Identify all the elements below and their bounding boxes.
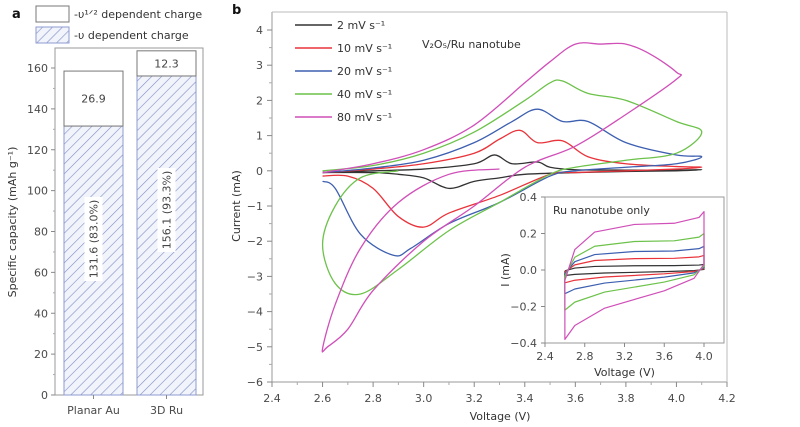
inset-y-axis-title: I (mA) (499, 253, 512, 287)
y-tick-label: 60 (34, 266, 48, 279)
y-tick-label: 120 (27, 144, 48, 157)
legend-label: 2 mV s⁻¹ (337, 19, 385, 32)
cv-curve-2-mv (322, 154, 703, 190)
y-tick-label: 1 (256, 130, 263, 143)
x-tick-label: 3.0 (415, 392, 433, 405)
bar-label-background (157, 167, 176, 252)
inset-x-tick-label: 3.2 (616, 350, 634, 363)
y-tick-label: −2 (247, 235, 263, 248)
panel-b-series (321, 42, 703, 353)
y-tick-label: 160 (27, 62, 48, 75)
y-tick-label: 140 (27, 103, 48, 116)
inset-y-tick-label: 0.4 (520, 191, 538, 204)
x-category-label: Planar Au (67, 404, 120, 417)
inset-x-axis-title: Voltage (V) (594, 366, 655, 379)
x-tick-label: 2.8 (364, 392, 382, 405)
panel-b-annotation: V₂O₅/Ru nanotube (422, 38, 521, 51)
y-tick-label: 100 (27, 185, 48, 198)
cv-curve-20-mv (322, 108, 703, 257)
panel-b-y-axis-title: Current (mA) (230, 170, 243, 242)
inset-y-tick-label: −0.4 (510, 337, 537, 350)
inset-cv-curve-80-mv (564, 211, 705, 340)
y-tick-label: −3 (247, 270, 263, 283)
cv-curve-10-mv (322, 129, 703, 228)
inset-y-tick-label: 0.0 (520, 264, 538, 277)
y-tick-label: −6 (247, 376, 263, 389)
legend-label: 10 mV s⁻¹ (337, 42, 392, 55)
inset-x-tick-label: 3.6 (656, 350, 674, 363)
legend-label: 20 mV s⁻¹ (337, 65, 392, 78)
panel-b-legend: 2 mV s⁻¹ 10 mV s⁻¹ 20 mV s⁻¹ 40 mV s⁻¹ 80 mV… (295, 19, 392, 124)
y-tick-label: −4 (247, 306, 263, 319)
x-tick-label: 4.0 (668, 392, 686, 405)
inset-frame (544, 196, 725, 344)
panel-a-bar-chart: a -υ¹ᐟ² dependent charge -υ dependent cha… (6, 5, 204, 417)
x-tick-label: 3.4 (516, 392, 534, 405)
inset-x-tick-label: 4.0 (695, 350, 713, 363)
y-tick-label: 40 (34, 307, 48, 320)
x-tick-label: 3.8 (617, 392, 635, 405)
inset-x-tick-label: 2.4 (536, 350, 554, 363)
y-tick-label: 3 (256, 59, 263, 72)
x-category-label: 3D Ru (150, 404, 183, 417)
x-tick-label: 2.6 (314, 392, 332, 405)
legend-swatch-hatched (35, 26, 70, 44)
bar-segment-3d-ru-sqrt-dependent (136, 50, 197, 77)
panel-a-bars: 26.9 131.6 (83.0%) Planar Au 12.3 156.1 (93.… (63, 50, 197, 417)
y-tick-label: 20 (34, 348, 48, 361)
legend-label: -υ dependent charge (74, 29, 189, 42)
y-tick-label: −1 (247, 200, 263, 213)
inset-x-tick-label: 2.8 (576, 350, 594, 363)
inset-y-tick-label: −0.2 (510, 301, 537, 314)
y-tick-label: 0 (41, 389, 48, 402)
inset-title: Ru nanotube only (553, 204, 650, 217)
panel-a-legend: -υ¹ᐟ² dependent charge -υ dependent charg… (35, 5, 202, 44)
panel-a-label: a (12, 7, 21, 22)
cv-curve-40-mv (321, 79, 703, 296)
panel-b-inset: −0.4 −0.2 0.0 0.2 0.4 2.4 2.8 3.2 3.6 4.0 Ru nanot… (499, 191, 725, 379)
panel-a-axes: 0 20 40 60 80 100 120 140 160 (27, 47, 204, 402)
bar-value-label: 156.1 (93.3%) (161, 171, 174, 250)
legend-label: 80 mV s⁻¹ (337, 111, 392, 124)
y-tick-label: 4 (256, 24, 263, 37)
panel-b-axes: −6 −5 −4 −3 −2 −1 0 1 2 3 4 2.4 2.6 2.8 3.0 3.2 3.4 3.6 3.… (247, 11, 736, 405)
bar-segment-planar-au-sqrt-dependent (63, 70, 124, 127)
panel-a-y-axis-title: Specific capacity (mAh g⁻¹) (6, 147, 19, 298)
x-tick-label: 3.6 (567, 392, 585, 405)
panel-b-line-chart: b −6 −5 −4 −3 −2 −1 0 1 2 3 4 2.4 2.6 2.8 3.0 3.2 3.4 3.6… (230, 3, 736, 423)
bar-label-background (84, 197, 103, 282)
cv-curve-80-mv (321, 42, 682, 353)
panel-a-frame (54, 47, 204, 396)
bar-value-label: 12.3 (154, 57, 179, 70)
bar-value-label: 26.9 (81, 93, 106, 106)
x-tick-label: 4.2 (718, 392, 736, 405)
panel-b-label: b (232, 3, 241, 18)
inset-y-tick-label: 0.2 (520, 228, 538, 241)
x-tick-label: 3.2 (465, 392, 483, 405)
y-tick-label: 80 (34, 226, 48, 239)
panel-b-x-axis-title: Voltage (V) (470, 410, 531, 423)
legend-label: 40 mV s⁻¹ (337, 88, 392, 101)
x-tick-label: 2.4 (263, 392, 281, 405)
y-tick-label: 2 (256, 94, 263, 107)
legend-swatch-open (35, 5, 70, 23)
legend-label: -υ¹ᐟ² dependent charge (74, 8, 202, 21)
y-tick-label: −5 (247, 341, 263, 354)
y-tick-label: 0 (256, 165, 263, 178)
bar-value-label: 131.6 (83.0%) (88, 200, 101, 279)
